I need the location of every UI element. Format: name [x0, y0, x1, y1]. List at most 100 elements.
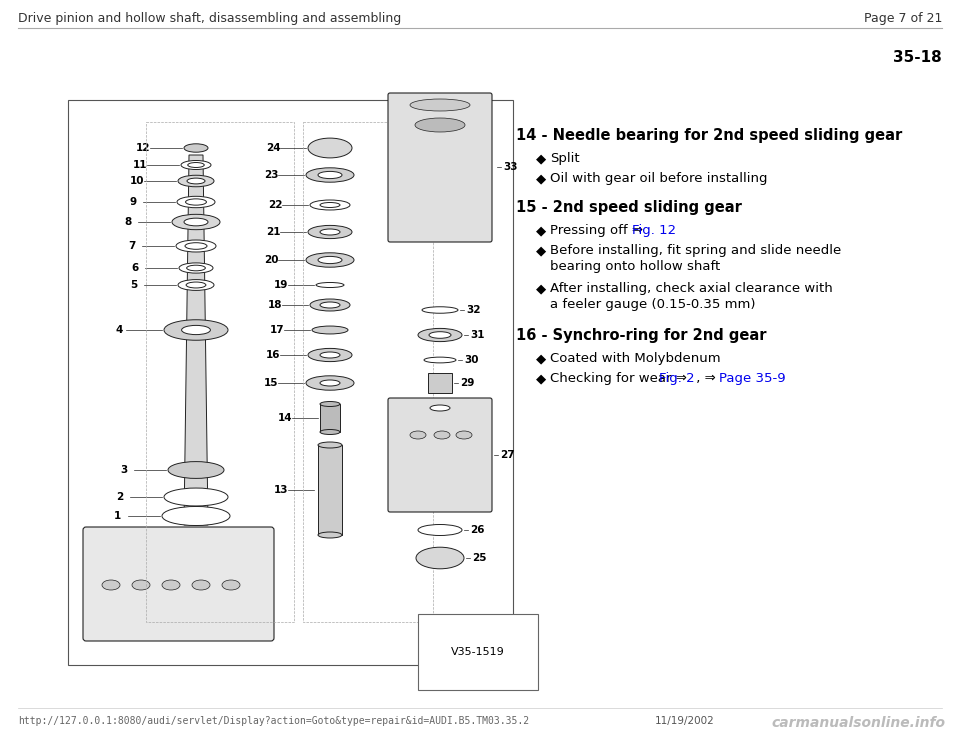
Ellipse shape: [132, 580, 150, 590]
Text: 22: 22: [268, 200, 282, 210]
Ellipse shape: [162, 507, 230, 525]
Ellipse shape: [318, 257, 342, 263]
Ellipse shape: [178, 175, 214, 187]
Text: 8: 8: [124, 217, 132, 227]
Text: ◆: ◆: [536, 224, 546, 237]
Text: 16 - Synchro-ring for 2nd gear: 16 - Synchro-ring for 2nd gear: [516, 328, 766, 343]
Text: 33: 33: [503, 162, 517, 172]
Text: 15 - 2nd speed sliding gear: 15 - 2nd speed sliding gear: [516, 200, 742, 215]
Ellipse shape: [102, 580, 120, 590]
Text: Oil with gear oil before installing: Oil with gear oil before installing: [550, 172, 767, 185]
Ellipse shape: [320, 229, 340, 235]
Text: ◆: ◆: [536, 172, 546, 185]
Ellipse shape: [187, 178, 205, 184]
Text: 13: 13: [274, 485, 289, 495]
Text: 19: 19: [274, 280, 288, 290]
Text: After installing, check axial clearance with: After installing, check axial clearance …: [550, 282, 832, 295]
Ellipse shape: [179, 263, 213, 273]
Ellipse shape: [318, 442, 342, 448]
Text: 6: 6: [131, 263, 138, 273]
Text: Drive pinion and hollow shaft, disassembling and assembling: Drive pinion and hollow shaft, disassemb…: [18, 12, 401, 25]
Ellipse shape: [320, 430, 340, 435]
Text: a feeler gauge (0.15-0.35 mm): a feeler gauge (0.15-0.35 mm): [550, 298, 756, 311]
Ellipse shape: [308, 349, 352, 361]
Text: 23: 23: [264, 170, 278, 180]
Ellipse shape: [184, 144, 208, 152]
Ellipse shape: [320, 302, 340, 308]
Text: Checking for wear ⇒: Checking for wear ⇒: [550, 372, 691, 385]
Text: 7: 7: [128, 241, 135, 251]
Ellipse shape: [320, 352, 340, 358]
Text: bearing onto hollow shaft: bearing onto hollow shaft: [550, 260, 720, 273]
Ellipse shape: [320, 203, 340, 208]
Ellipse shape: [162, 580, 180, 590]
Ellipse shape: [308, 138, 352, 158]
Text: 14: 14: [278, 413, 293, 423]
Ellipse shape: [185, 243, 207, 249]
Ellipse shape: [318, 171, 342, 179]
Ellipse shape: [178, 280, 214, 290]
Text: 15: 15: [264, 378, 278, 388]
Ellipse shape: [186, 282, 205, 288]
Text: 10: 10: [130, 176, 145, 186]
Text: 2: 2: [116, 492, 123, 502]
Ellipse shape: [185, 199, 206, 205]
Text: 26: 26: [470, 525, 485, 535]
Text: V35-1519: V35-1519: [451, 647, 505, 657]
Text: Page 35-9: Page 35-9: [719, 372, 786, 385]
Ellipse shape: [177, 197, 215, 208]
Text: Pressing off ⇒: Pressing off ⇒: [550, 224, 647, 237]
Ellipse shape: [434, 431, 450, 439]
Ellipse shape: [415, 118, 465, 132]
Text: Fig. 2: Fig. 2: [660, 372, 695, 385]
Bar: [318, 445, 342, 535]
Ellipse shape: [312, 326, 348, 334]
Text: ◆: ◆: [536, 372, 546, 385]
Ellipse shape: [318, 532, 342, 538]
Ellipse shape: [420, 402, 460, 414]
Text: 3: 3: [120, 465, 128, 475]
FancyBboxPatch shape: [83, 527, 274, 641]
Text: 17: 17: [270, 325, 284, 335]
Text: 27: 27: [500, 450, 515, 460]
Ellipse shape: [306, 253, 354, 267]
Bar: [320, 404, 340, 432]
Text: 5: 5: [130, 280, 137, 290]
Text: 24: 24: [266, 143, 280, 153]
Bar: [146, 122, 294, 622]
Text: Fig. 12: Fig. 12: [632, 224, 676, 237]
Text: 32: 32: [466, 305, 481, 315]
Ellipse shape: [172, 214, 220, 230]
Ellipse shape: [186, 265, 205, 271]
Ellipse shape: [181, 160, 211, 169]
Text: http://127.0.0.1:8080/audi/servlet/Display?action=Goto&type=repair&id=AUDI.B5.TM: http://127.0.0.1:8080/audi/servlet/Displ…: [18, 716, 529, 726]
Bar: [303, 122, 433, 622]
Text: carmanualsonline.info: carmanualsonline.info: [771, 716, 945, 730]
Ellipse shape: [456, 431, 472, 439]
Ellipse shape: [410, 431, 426, 439]
Text: ◆: ◆: [536, 282, 546, 295]
Ellipse shape: [310, 299, 350, 311]
Text: Before installing, fit spring and slide needle: Before installing, fit spring and slide …: [550, 244, 841, 257]
Ellipse shape: [416, 547, 464, 569]
Text: Page 7 of 21: Page 7 of 21: [864, 12, 942, 25]
Text: 21: 21: [266, 227, 280, 237]
Text: 16: 16: [266, 350, 280, 360]
Ellipse shape: [184, 218, 208, 226]
Text: 14 - Needle bearing for 2nd speed sliding gear: 14 - Needle bearing for 2nd speed slidin…: [516, 128, 902, 143]
Text: Split: Split: [550, 152, 580, 165]
Ellipse shape: [320, 380, 340, 386]
Text: 11: 11: [133, 160, 148, 170]
Ellipse shape: [181, 326, 210, 335]
Ellipse shape: [164, 320, 228, 341]
Text: , ⇒: , ⇒: [692, 372, 720, 385]
Text: 29: 29: [460, 378, 474, 388]
Ellipse shape: [306, 375, 354, 390]
Text: 4: 4: [116, 325, 124, 335]
Ellipse shape: [222, 580, 240, 590]
Text: 11/19/2002: 11/19/2002: [655, 716, 715, 726]
Bar: [68, 100, 513, 665]
Text: 20: 20: [264, 255, 278, 265]
Text: Coated with Molybdenum: Coated with Molybdenum: [550, 352, 721, 365]
Ellipse shape: [320, 401, 340, 407]
